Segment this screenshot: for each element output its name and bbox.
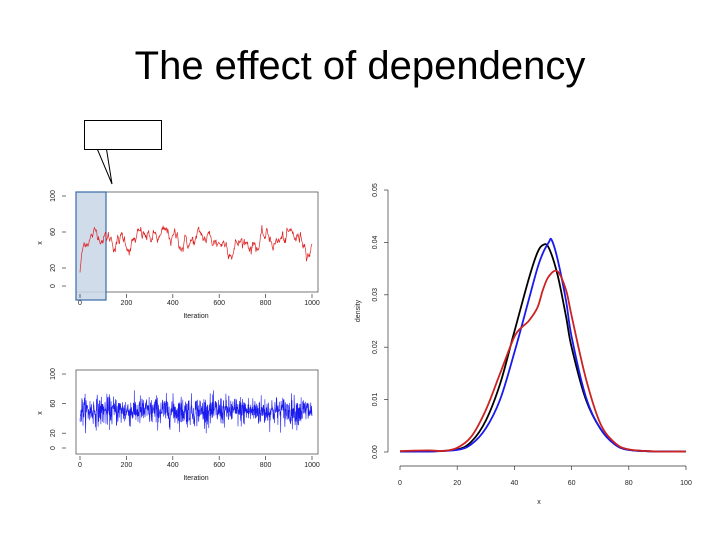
x-tick-label: 200	[121, 300, 133, 307]
slide-title: The effect of dependency	[134, 44, 586, 88]
y-axis-label: x	[37, 411, 44, 415]
x-tick-label: 600	[213, 300, 225, 307]
density-line-red	[399, 269, 687, 453]
y-tick-label: 0.00	[372, 445, 379, 459]
x-tick-label: 0	[398, 480, 402, 487]
trace-line-independent	[79, 390, 313, 434]
callout-tail	[95, 145, 113, 185]
x-tick-label: 100	[680, 480, 692, 487]
x-axis-label: x	[537, 499, 541, 506]
trace-plot-top: 0 200 400 600 800 1000 0 20 60 100 Iteration x	[37, 190, 320, 320]
burn-in-highlight	[75, 191, 107, 301]
x-tick-label: 800	[260, 462, 272, 469]
x-tick-label: 20	[453, 480, 461, 487]
y-tick-label: 0.05	[372, 183, 379, 197]
x-tick-label: 200	[121, 462, 133, 469]
y-axis-label: x	[37, 241, 44, 245]
density-plot: 0.00 0.01 0.02 0.03 0.04 0.05 0 20 40 60 80 100 x den…	[355, 183, 692, 506]
x-tick-label: 0	[78, 300, 82, 307]
x-tick-label: 400	[167, 300, 179, 307]
y-axis-label: density	[355, 299, 362, 322]
y-tick-label: 0	[50, 446, 57, 450]
x-tick-label: 600	[213, 462, 225, 469]
y-tick-label: 0.02	[372, 340, 379, 354]
plot-frame	[75, 369, 319, 455]
trace-plot-bottom: 0 200 400 600 800 1000 0 20 60 100 Iteration x	[37, 368, 320, 482]
y-tick-label: 0.01	[372, 393, 379, 407]
x-tick-label: 400	[167, 462, 179, 469]
y-tick-label: 100	[50, 190, 57, 202]
x-tick-label: 1000	[304, 462, 320, 469]
burn-in-callout: “Burn in”	[84, 120, 162, 150]
x-tick-label: 80	[625, 480, 633, 487]
x-tick-label: 800	[260, 300, 272, 307]
trace-line-dependent	[79, 225, 313, 273]
x-tick-label: 0	[78, 462, 82, 469]
y-tick-label: 60	[50, 228, 57, 236]
y-tick-label: 20	[50, 264, 57, 272]
density-line-black	[399, 243, 687, 453]
y-tick-label: 0.04	[372, 235, 379, 249]
x-axis-label: Iteration	[183, 475, 208, 482]
y-tick-label: 60	[50, 400, 57, 408]
x-tick-label: 60	[568, 480, 576, 487]
x-axis-label: Iteration	[183, 313, 208, 320]
density-line-blue	[399, 237, 687, 453]
y-tick-label: 0.03	[372, 288, 379, 302]
y-tick-label: 100	[50, 368, 57, 380]
x-tick-label: 40	[511, 480, 519, 487]
x-tick-label: 1000	[304, 300, 320, 307]
y-tick-label: 0	[50, 284, 57, 288]
y-tick-label: 20	[50, 429, 57, 437]
